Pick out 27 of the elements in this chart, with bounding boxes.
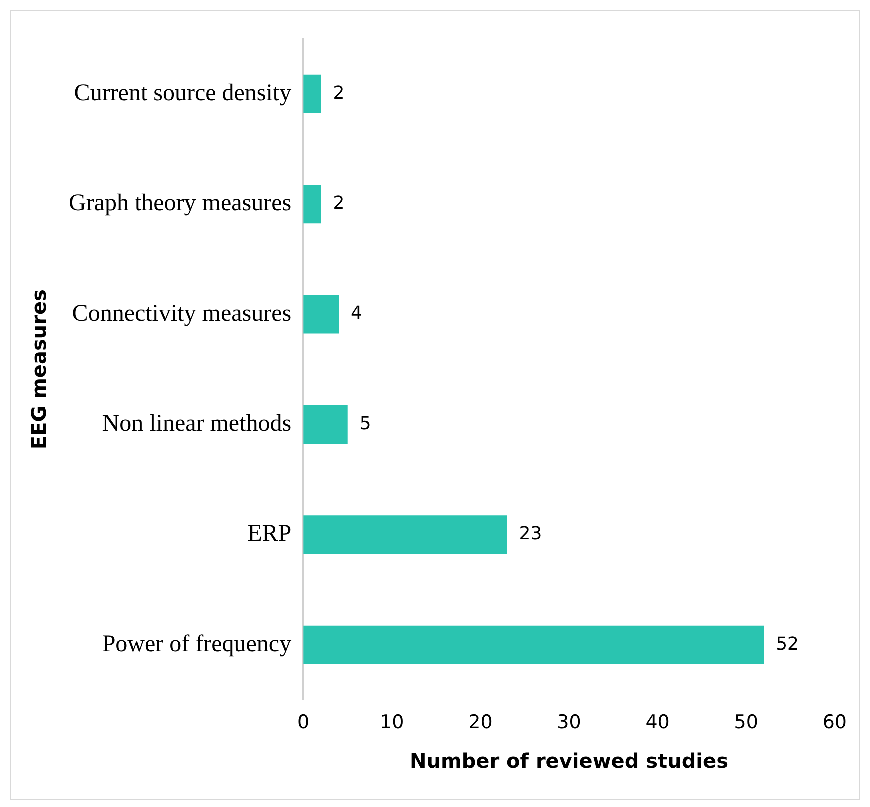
y-tick-label: Connectivity measures bbox=[72, 300, 292, 327]
bar bbox=[304, 185, 322, 224]
bar bbox=[304, 516, 508, 554]
y-tick-label: ERP bbox=[248, 521, 292, 548]
y-tick-label: Power of frequency bbox=[102, 631, 292, 658]
bar bbox=[304, 74, 322, 114]
bar bbox=[304, 626, 764, 664]
bar bbox=[304, 405, 348, 444]
data-label: 2 bbox=[333, 82, 345, 104]
bar bbox=[304, 295, 340, 334]
x-tick-label: 20 bbox=[468, 712, 493, 734]
data-label: 5 bbox=[360, 413, 372, 434]
data-label: 23 bbox=[519, 524, 542, 545]
x-tick-label: 30 bbox=[557, 712, 582, 734]
y-tick-label: Non linear methods bbox=[102, 410, 292, 437]
data-label: 52 bbox=[776, 634, 799, 655]
x-tick-label: 0 bbox=[298, 712, 310, 734]
y-tick-label: Current source density bbox=[74, 80, 292, 106]
data-label: 4 bbox=[351, 303, 362, 324]
x-tick-label: 60 bbox=[822, 712, 848, 734]
x-tick-label: 10 bbox=[380, 712, 404, 734]
x-tick-label: 40 bbox=[646, 712, 670, 734]
x-axis-title: Number of reviewed studies bbox=[410, 749, 728, 774]
x-tick-label: 50 bbox=[734, 712, 758, 734]
data-label: 2 bbox=[333, 192, 345, 214]
y-tick-label: Graph theory measures bbox=[68, 190, 292, 217]
y-axis-title: EEG measures bbox=[27, 290, 52, 450]
